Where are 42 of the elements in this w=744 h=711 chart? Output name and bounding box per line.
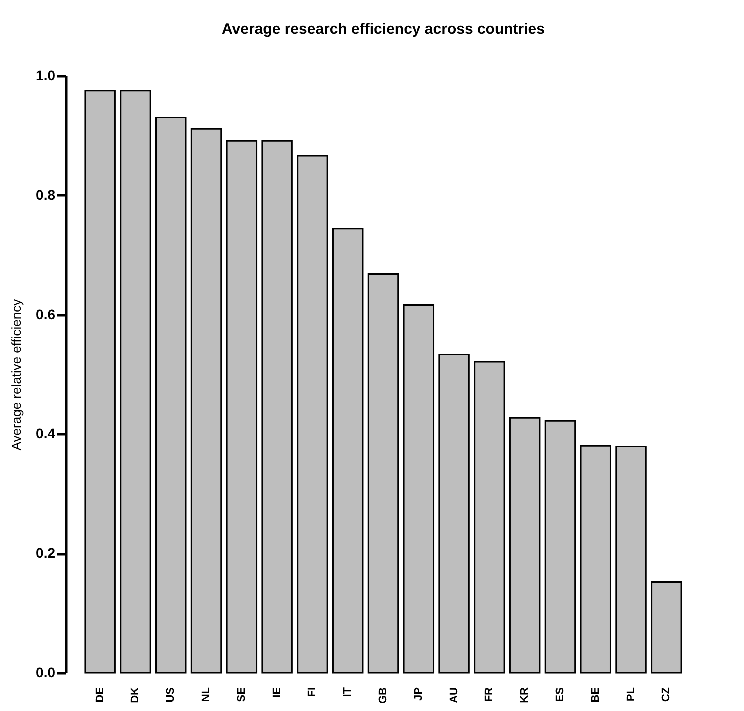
bar <box>403 304 435 674</box>
bar <box>226 140 258 674</box>
bar <box>262 140 293 674</box>
bar <box>580 445 612 674</box>
y-axis-title: Average relative efficiency <box>9 298 24 451</box>
bar <box>368 273 400 674</box>
y-tick-label: 1.0 <box>36 68 56 84</box>
x-tick-label: US <box>165 688 178 703</box>
x-tick-label: IT <box>342 687 354 698</box>
x-tick-label: ES <box>554 688 566 702</box>
y-tick-label: 0.8 <box>36 186 56 203</box>
x-tick-label: PL <box>625 687 638 702</box>
bar <box>156 117 187 674</box>
x-tick-label: FR <box>484 687 496 702</box>
x-tick-label: SE <box>236 688 248 702</box>
x-tick-label: DE <box>94 688 106 703</box>
bar <box>297 155 328 674</box>
x-tick-label: AU <box>448 687 460 704</box>
y-tick-label: 0.4 <box>36 426 56 442</box>
bar <box>509 417 541 674</box>
x-tick-label: BE <box>590 688 602 703</box>
bar <box>84 90 116 674</box>
chart-title: Average research efficiency across countries <box>222 21 545 38</box>
x-tick-label: GB <box>378 687 390 704</box>
bar <box>474 361 506 674</box>
x-tick-label: FI <box>306 688 319 698</box>
x-tick-label: DK <box>130 687 142 704</box>
y-tick-label: 0.0 <box>36 664 56 680</box>
y-tick-label: 0.2 <box>36 545 56 562</box>
x-tick-label: NL <box>200 687 213 702</box>
bar <box>616 446 647 674</box>
bar <box>651 582 682 674</box>
bar <box>190 128 222 674</box>
bar <box>120 90 152 674</box>
x-tick-label: JP <box>412 688 425 701</box>
bar <box>438 354 470 674</box>
x-tick-label: CZ <box>660 687 673 702</box>
y-tick-label: 0.6 <box>36 306 56 322</box>
bar <box>332 228 364 674</box>
x-tick-label: KR <box>519 687 532 704</box>
x-tick-label: IE <box>271 688 284 698</box>
bar <box>544 420 576 674</box>
